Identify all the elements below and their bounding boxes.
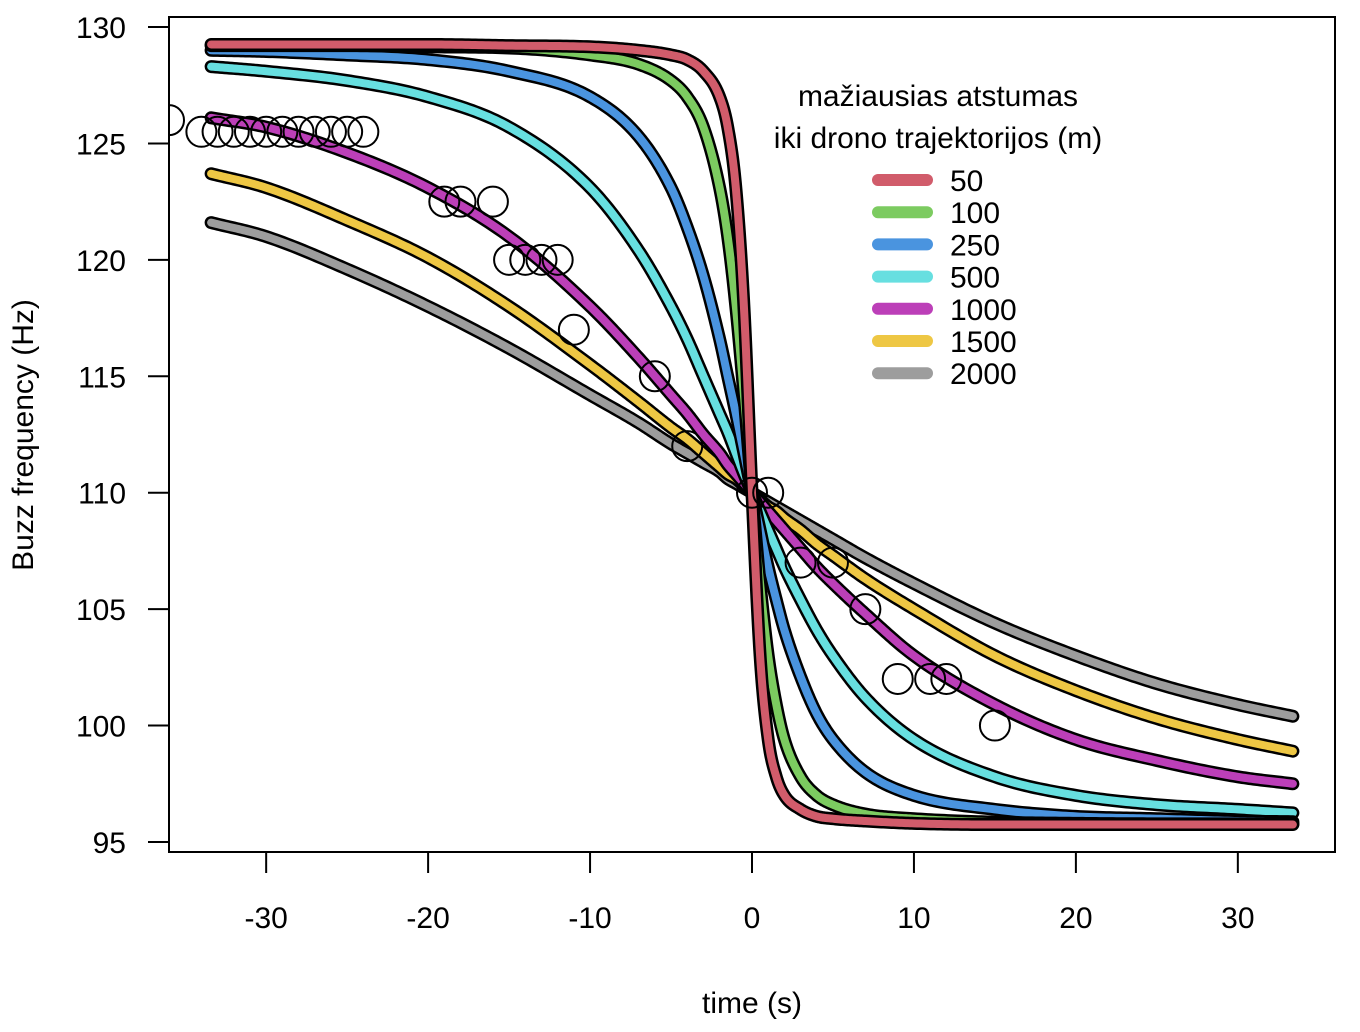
legend-label: 100: [950, 197, 1000, 230]
x-tick-label: 10: [897, 902, 930, 935]
legend-label: 1000: [950, 294, 1017, 327]
legend-label: 1500: [950, 326, 1017, 359]
data-point: [217, 115, 250, 148]
legend-item-2000: 2000: [872, 358, 1017, 391]
x-tick-label: -10: [568, 902, 611, 935]
legend-label: 500: [950, 262, 1000, 295]
data-point: [266, 115, 299, 148]
x-axis-label: time (s): [702, 987, 802, 1020]
data-point: [736, 476, 768, 509]
data-point: [914, 662, 947, 695]
data-point: [541, 243, 574, 276]
legend-item-1500: 1500: [872, 326, 1017, 359]
data-point: [476, 185, 509, 218]
data-point: [444, 185, 477, 218]
data-point: [201, 115, 234, 148]
legend-item-50: 50: [872, 165, 983, 198]
data-point: [298, 115, 331, 148]
data-point: [849, 593, 882, 626]
x-tick-label: -20: [406, 902, 449, 935]
x-tick-label: 30: [1221, 902, 1254, 935]
x-tick-label: 20: [1059, 902, 1092, 935]
y-tick-label: 105: [76, 594, 126, 627]
data-point: [282, 115, 315, 148]
legend-item-100: 100: [872, 197, 1000, 230]
data-point: [169, 104, 185, 137]
y-tick-label: 125: [76, 128, 126, 161]
legend-label: 250: [950, 229, 1000, 262]
data-point: [978, 709, 1011, 742]
legend-title-line-1: mažiausias atstumas: [798, 80, 1078, 113]
y-axis-label: Buzz frequency (Hz): [7, 299, 40, 571]
y-tick-label: 130: [76, 12, 126, 45]
data-point: [347, 115, 380, 148]
legend-label: 50: [950, 165, 983, 198]
data-point: [525, 243, 558, 276]
data-point: [671, 430, 704, 463]
data-point: [638, 360, 671, 393]
series-line: [207, 40, 1297, 829]
series-curves: [204, 37, 1300, 832]
y-tick-label: 110: [78, 478, 126, 511]
data-point: [233, 115, 266, 148]
legend: mažiausias atstumas iki drono trajektori…: [774, 80, 1102, 391]
x-axis: -30 -20 -10 0 10 20 30: [244, 852, 1255, 935]
data-point: [314, 115, 347, 148]
legend-item-500: 500: [872, 262, 1000, 295]
data-point: [331, 115, 364, 148]
y-tick-label: 100: [76, 711, 126, 744]
y-tick-label: 95: [93, 827, 126, 860]
data-point: [881, 662, 914, 695]
data-point: [752, 476, 785, 509]
data-point: [493, 243, 526, 276]
data-point: [428, 185, 461, 218]
x-tick-label: -30: [244, 902, 287, 935]
data-point: [557, 313, 590, 346]
data-point: [509, 243, 542, 276]
x-tick-label: 0: [744, 902, 761, 935]
legend-item-1000: 1000: [872, 294, 1017, 327]
observed-points: [169, 104, 1011, 742]
y-axis: 95 100 105 110 115 120 125 130: [76, 12, 169, 860]
data-point: [816, 546, 849, 579]
legend-title-line-2: iki drono trajektorijos (m): [774, 122, 1102, 155]
legend-label: 2000: [950, 358, 1017, 391]
data-point: [784, 546, 817, 579]
y-tick-label: 115: [78, 361, 126, 394]
data-point: [250, 115, 283, 148]
data-point: [185, 115, 218, 148]
data-point: [930, 662, 963, 695]
legend-item-250: 250: [872, 229, 1000, 262]
y-tick-label: 120: [76, 245, 126, 278]
series-curve-50: [204, 37, 1300, 832]
